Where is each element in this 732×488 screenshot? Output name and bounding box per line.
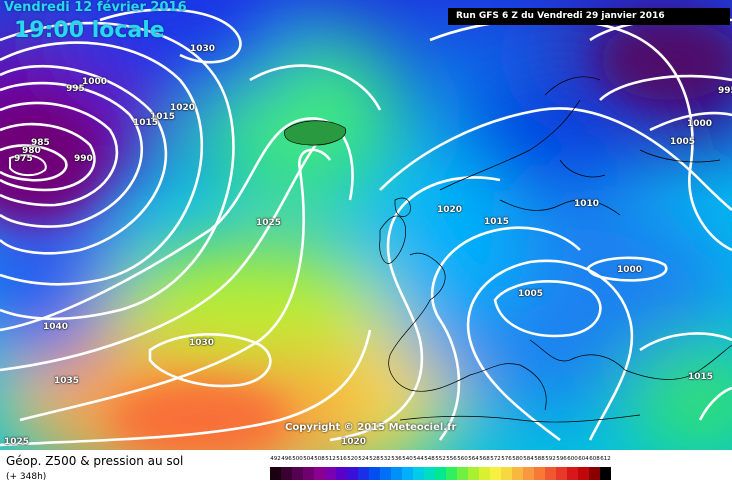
colorscale-swatch	[292, 467, 303, 480]
colorscale-tick: 596	[556, 456, 567, 462]
colorscale-tick: 536	[391, 456, 402, 462]
colorscale-tick: 492	[270, 456, 281, 462]
colorscale-tick: 600	[567, 456, 578, 462]
colorscale-swatch	[336, 467, 347, 480]
colorscale-swatch	[358, 467, 369, 480]
colorscale-swatch	[512, 467, 523, 480]
colorscale-tick: 528	[369, 456, 380, 462]
forecast-time: 19:00 locale	[14, 18, 165, 43]
colorscale-swatch	[391, 467, 402, 480]
isobar-label: 1020	[437, 205, 463, 215]
isobar-label: 995	[66, 84, 85, 94]
colorscale-tick: 556	[446, 456, 457, 462]
map-footer: Géop. Z500 & pression au sol (+ 348h) 49…	[0, 450, 732, 488]
colorscale-tick: 524	[358, 456, 369, 462]
colorscale-swatch	[567, 467, 578, 480]
isobar-label: 1020	[170, 103, 196, 113]
isobar-label: 975	[14, 154, 33, 164]
isobar-label: 1025	[256, 218, 282, 228]
colorscale-swatch	[457, 467, 468, 480]
colorscale-swatch	[556, 467, 567, 480]
colorscale-swatch	[303, 467, 314, 480]
colorscale-swatch	[600, 467, 611, 480]
isobar-label: 985	[31, 138, 50, 148]
copyright-notice: Copyright © 2015 Meteociel.fr	[285, 422, 457, 433]
colorscale-tick: 504	[303, 456, 314, 462]
isobar-label: 1005	[670, 137, 696, 147]
colorscale-tick: 548	[424, 456, 435, 462]
isobar-label: 1000	[82, 77, 108, 87]
colorscale-tick: 568	[479, 456, 490, 462]
weather-map: Vendredi 12 février 2016 19:00 locale Ru…	[0, 0, 732, 450]
isobar-label: 1015	[133, 118, 159, 128]
colorscale-swatch	[435, 467, 446, 480]
colorscale-tick: 544	[413, 456, 424, 462]
isobar-label: 1000	[617, 265, 643, 275]
colorscale-tick: 580	[512, 456, 523, 462]
colorscale-swatch	[281, 467, 292, 480]
forecast-hour: (+ 348h)	[6, 472, 47, 482]
colorscale-swatch	[501, 467, 512, 480]
isobar-label: 1015	[150, 112, 176, 122]
coastlines	[284, 76, 732, 423]
colorscale-tick: 516	[336, 456, 347, 462]
isobar-label: 1030	[189, 338, 215, 348]
colorscale-swatch	[424, 467, 435, 480]
isobar-label: 1000	[687, 119, 713, 129]
colorscale-tick: 604	[578, 456, 589, 462]
colorscale-tick: 496	[281, 456, 292, 462]
colorscale-swatch	[347, 467, 358, 480]
colorscale-swatch	[402, 467, 413, 480]
colorscale-tick: 588	[534, 456, 545, 462]
model-run-label: Run GFS 6 Z du Vendredi 29 janvier 2016	[448, 8, 730, 25]
colorscale-swatch	[446, 467, 457, 480]
isobar-label: 1040	[43, 322, 69, 332]
isobar-label: 1020	[341, 437, 367, 447]
colorscale-swatch	[314, 467, 325, 480]
colorscale-tick: 608	[589, 456, 600, 462]
isobar-label: 1010	[574, 199, 600, 209]
colorscale-bar	[270, 467, 732, 480]
geopotential-field	[0, 0, 732, 450]
colorscale-swatch	[534, 467, 545, 480]
colorscale-tick: 612	[600, 456, 611, 462]
colorscale-tick: 564	[468, 456, 479, 462]
colorscale-tick: 552	[435, 456, 446, 462]
colorscale-tick: 576	[501, 456, 512, 462]
colorscale-swatch	[270, 467, 281, 480]
isobar-label: 995	[718, 86, 732, 96]
colorscale-swatch	[589, 467, 600, 480]
isobar-label: 1015	[484, 217, 510, 227]
colorscale-swatch	[523, 467, 534, 480]
colorscale-swatch	[380, 467, 391, 480]
colorscale-tick: 592	[545, 456, 556, 462]
colorscale-tick: 508	[314, 456, 325, 462]
product-title: Géop. Z500 & pression au sol	[6, 454, 184, 468]
colorscale-tick: 532	[380, 456, 391, 462]
colorscale-tick: 560	[457, 456, 468, 462]
isobar-label: 1025	[4, 437, 30, 447]
colorscale-swatch	[578, 467, 589, 480]
isobar-label: 1005	[518, 289, 544, 299]
colorscale-swatch	[468, 467, 479, 480]
colorscale-swatch	[325, 467, 336, 480]
colorscale-swatch	[369, 467, 380, 480]
isobar-label: 1015	[688, 372, 714, 382]
colorscale-swatch	[479, 467, 490, 480]
colorscale-tick: 572	[490, 456, 501, 462]
colorscale-tick: 520	[347, 456, 358, 462]
isobar-label: 990	[74, 154, 93, 164]
isobar-label: 1035	[54, 376, 80, 386]
colorscale-tick: 500	[292, 456, 303, 462]
isobar-label: 980	[22, 146, 41, 156]
colorscale-tick: 540	[402, 456, 413, 462]
colorscale-swatch	[545, 467, 556, 480]
colorscale-swatch	[413, 467, 424, 480]
colorscale-tick: 584	[523, 456, 534, 462]
colorscale-labels: 492 496 500 504 508 512 516 520 524 528 532 536 540 5…	[270, 456, 732, 466]
isobar-label: 1030	[190, 44, 216, 54]
forecast-date: Vendredi 12 février 2016	[4, 0, 187, 15]
colorscale-tick: 512	[325, 456, 336, 462]
colorscale-swatch	[490, 467, 501, 480]
